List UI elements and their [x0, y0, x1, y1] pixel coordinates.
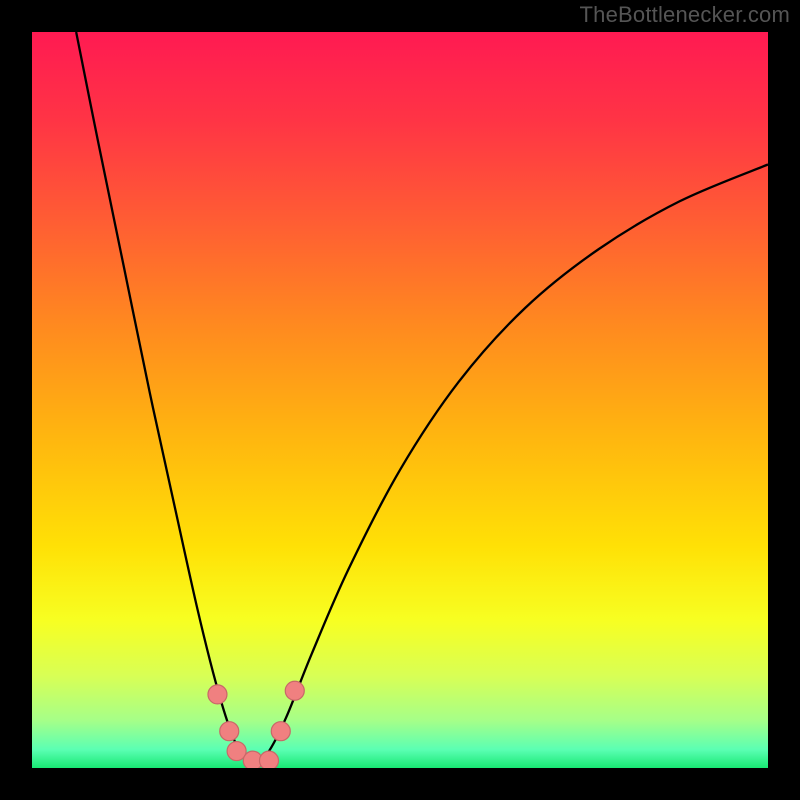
- marker-dot: [259, 751, 278, 768]
- plot-area: [32, 32, 768, 768]
- curve-path: [76, 32, 768, 764]
- chart-stage: TheBottlenecker.com: [0, 0, 800, 800]
- marker-dot: [208, 685, 227, 704]
- bottleneck-curve: [32, 32, 768, 768]
- marker-dot: [271, 722, 290, 741]
- marker-dot: [285, 681, 304, 700]
- watermark-text: TheBottlenecker.com: [580, 2, 790, 28]
- marker-dot: [220, 722, 239, 741]
